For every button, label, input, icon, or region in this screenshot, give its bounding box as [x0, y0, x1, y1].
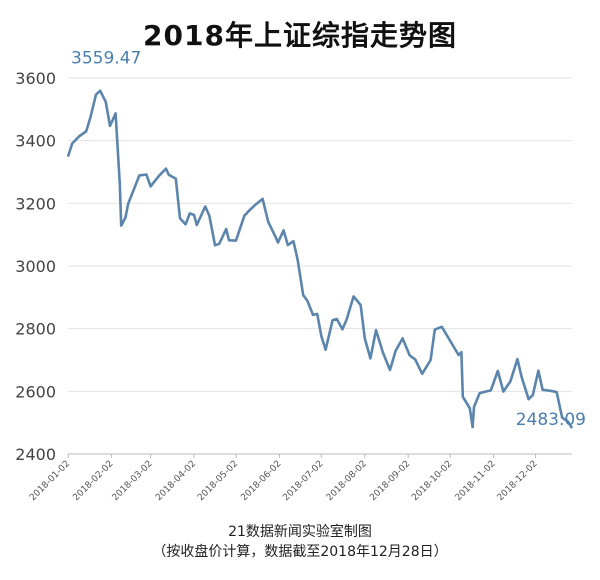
- max-value-annotation: 3559.47: [71, 49, 141, 69]
- source-line-1: 21数据新闻实验室制图: [228, 524, 372, 540]
- x-tick-label: 2018-03-02: [111, 459, 155, 503]
- y-tick-label: 3200: [15, 194, 56, 213]
- x-tick-label: 2018-12-02: [496, 459, 540, 503]
- source-note: 21数据新闻实验室制图 （按收盘价计算，数据截至2018年12月28日）: [0, 522, 600, 562]
- y-tick-label: 3600: [15, 69, 56, 88]
- y-tick-label: 3000: [15, 257, 56, 276]
- y-tick-label: 3400: [15, 132, 56, 151]
- y-tick-label: 2600: [15, 382, 56, 401]
- x-tick-label: 2018-05-02: [196, 459, 240, 503]
- x-tick-label: 2018-11-02: [454, 459, 498, 503]
- y-axis: 2400 2600 2800 3000 3200 3400 3600: [15, 69, 56, 464]
- x-tick-label: 2018-02-02: [71, 459, 115, 503]
- x-tick-label: 2018-07-02: [281, 459, 325, 503]
- annotations: 3559.47 2483.09: [71, 49, 586, 430]
- x-tick-label: 2018-08-02: [325, 459, 369, 503]
- x-tick-label: 2018-01-02: [28, 459, 72, 503]
- source-line-2: （按收盘价计算，数据截至2018年12月28日）: [152, 544, 448, 560]
- grid-lines: [68, 77, 572, 455]
- x-tick-label: 2018-06-02: [239, 459, 283, 503]
- x-tick-label: 2018-10-02: [410, 459, 454, 503]
- y-tick-label: 2800: [15, 320, 56, 339]
- x-tick-label: 2018-04-02: [154, 459, 198, 503]
- last-value-annotation: 2483.09: [516, 410, 586, 430]
- series-line: [66, 89, 574, 429]
- y-tick-label: 2400: [15, 445, 56, 464]
- x-tick-label: 2018-09-02: [368, 459, 412, 503]
- chart-title: 2018年上证综指走势图: [143, 19, 457, 52]
